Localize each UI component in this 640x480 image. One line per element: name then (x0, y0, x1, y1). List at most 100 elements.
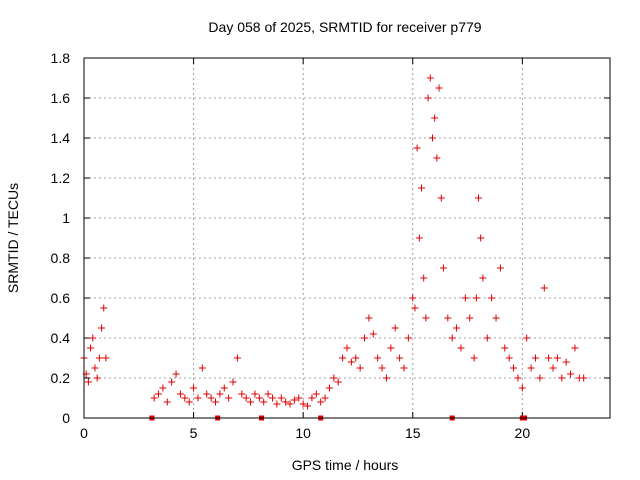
data-point (437, 194, 445, 202)
data-point (207, 394, 215, 402)
data-point (496, 264, 504, 272)
data-point (194, 394, 202, 402)
y-tick-label: 1 (62, 210, 70, 226)
data-point (420, 274, 428, 282)
data-point (510, 364, 518, 372)
data-point (277, 394, 285, 402)
data-point (475, 194, 482, 202)
data-points (80, 74, 588, 410)
data-point (185, 398, 193, 406)
data-point (150, 394, 158, 402)
data-point (418, 184, 426, 192)
x-tick-label: 5 (190, 425, 198, 441)
data-point (84, 378, 92, 386)
chart-title: Day 058 of 2025, SRMTID for receiver p77… (208, 19, 481, 35)
data-point (264, 390, 272, 398)
x-tick-label: 0 (80, 425, 88, 441)
data-point (365, 314, 373, 322)
data-point (308, 394, 316, 402)
data-point (168, 378, 176, 386)
y-tick-label: 0.6 (51, 290, 71, 306)
plot-frame (83, 57, 611, 419)
data-point (431, 114, 439, 122)
x-axis-label: GPS time / hours (292, 457, 399, 473)
data-point (527, 364, 535, 372)
grid-lines (84, 58, 610, 418)
data-point (536, 374, 544, 382)
data-point (531, 354, 539, 362)
y-tick-label: 0.4 (51, 330, 71, 346)
data-point (352, 354, 360, 362)
data-point (400, 364, 408, 372)
axis-ticks (83, 57, 610, 419)
data-point (155, 390, 163, 398)
data-point (321, 394, 329, 402)
data-point (343, 344, 351, 352)
data-point (290, 396, 298, 404)
data-point (470, 354, 478, 362)
data-point (91, 364, 99, 372)
y-axis-label: SRMTID / TECUs (5, 183, 21, 293)
data-point (260, 398, 268, 406)
data-point (540, 284, 548, 292)
data-point (433, 154, 441, 162)
y-tick-label: 1.4 (51, 130, 71, 146)
data-point (435, 84, 443, 92)
data-point (89, 334, 97, 342)
data-point (212, 398, 219, 406)
data-point (562, 358, 570, 366)
data-point (396, 354, 404, 362)
data-point (453, 324, 461, 332)
data-point (466, 314, 474, 322)
data-point (282, 398, 290, 406)
data-point (295, 394, 303, 402)
y-tick-label: 1.2 (51, 170, 71, 186)
x-tick-labels: 0 5 10 15 20 (80, 425, 530, 441)
x-tick-label: 15 (405, 425, 421, 441)
data-point (428, 134, 436, 142)
data-point (102, 354, 110, 362)
data-point (523, 334, 531, 342)
y-tick-label: 1.6 (51, 90, 71, 106)
data-point (216, 390, 224, 398)
data-point (492, 314, 500, 322)
data-point (268, 394, 276, 402)
data-point (347, 358, 355, 366)
data-point (374, 354, 382, 362)
data-point (413, 144, 421, 152)
data-point (242, 394, 250, 402)
data-point (361, 334, 369, 342)
data-point (567, 370, 575, 378)
data-point (356, 364, 364, 372)
data-point (553, 354, 561, 362)
data-point (255, 394, 263, 402)
data-point (247, 398, 255, 406)
data-point (299, 400, 307, 408)
data-point (549, 364, 557, 372)
data-point (439, 264, 447, 272)
data-point (411, 304, 419, 312)
data-point (229, 378, 237, 386)
data-point (100, 304, 108, 312)
data-point (501, 344, 509, 352)
data-point (181, 394, 189, 402)
data-point (518, 384, 526, 392)
data-point (304, 402, 312, 410)
data-point (415, 234, 423, 242)
data-point (505, 354, 513, 362)
x-tick-label: 20 (515, 425, 531, 441)
data-point (479, 274, 487, 282)
data-point (330, 374, 338, 382)
data-point (404, 334, 412, 342)
data-point (378, 364, 386, 372)
data-point (190, 384, 198, 392)
data-point (225, 394, 233, 402)
data-point (159, 384, 167, 392)
data-point (286, 400, 294, 408)
data-point (163, 398, 171, 406)
data-point (273, 400, 281, 408)
data-point (391, 324, 399, 332)
data-point (93, 374, 101, 382)
data-point (334, 378, 342, 386)
